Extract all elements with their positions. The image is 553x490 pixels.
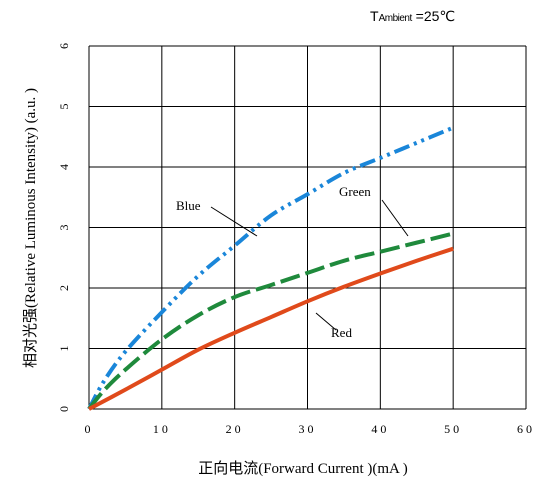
- x-tick-label: 10: [153, 422, 171, 436]
- red-series-label: Red: [331, 325, 352, 340]
- x-tick-label: 60: [517, 422, 535, 436]
- series-line-red: [88, 246, 454, 411]
- y-tick-labels: 0 1 2 3 4 5 6: [57, 43, 71, 412]
- blue-series-label: Blue: [176, 198, 201, 213]
- ambient-temperature-label: TAmbient =25℃: [370, 8, 455, 24]
- ambient-value: =25℃: [412, 8, 455, 24]
- y-tick-label: 3: [57, 225, 71, 231]
- grid: [88, 45, 527, 410]
- x-tick-label: 40: [371, 422, 389, 436]
- x-tick-label: 20: [226, 422, 244, 436]
- y-tick-label: 1: [57, 346, 71, 352]
- green-leader-line: [381, 199, 409, 237]
- series-layer: [87, 125, 454, 411]
- ambient-sub: Ambient: [379, 13, 413, 24]
- x-axis-title: 正向电流(Forward Current )(mA ): [198, 460, 408, 477]
- y-tick-label: 4: [57, 164, 71, 170]
- x-tick-label: 30: [299, 422, 317, 436]
- red-leader-line: [315, 312, 337, 331]
- y-tick-label: 2: [57, 285, 71, 291]
- x-tick-labels: 0 10 20 30 40 50 60: [85, 422, 535, 436]
- y-tick-label: 5: [57, 104, 71, 110]
- series-line-green: [87, 231, 454, 411]
- series-line-blue: [87, 125, 454, 410]
- x-tick-label: 0: [85, 422, 94, 436]
- x-tick-label: 50: [444, 422, 462, 436]
- y-axis-title: 相对光强(Relative Luminous Intensity) (a.u. …: [22, 88, 39, 368]
- y-tick-label: 6: [57, 43, 71, 49]
- y-tick-label: 0: [57, 406, 71, 412]
- ambient-prefix: T: [370, 8, 379, 24]
- blue-leader-line: [210, 206, 258, 237]
- green-series-label: Green: [339, 184, 371, 199]
